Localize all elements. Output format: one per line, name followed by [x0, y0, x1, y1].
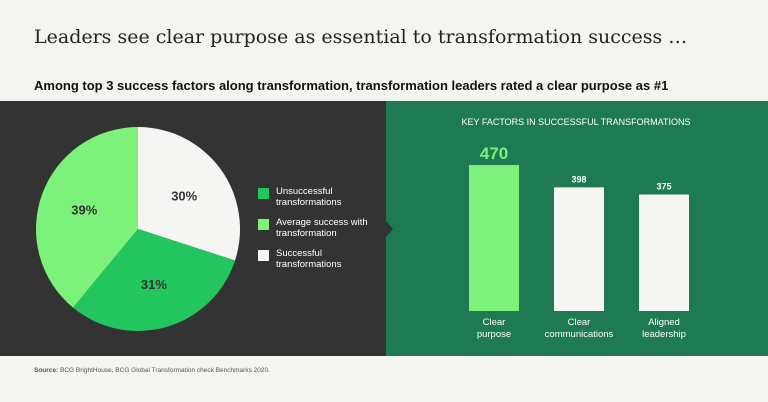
bar-category-aligned-leadership: Aligned leadership [642, 317, 686, 340]
bar-value-clear-purpose: 470 [480, 144, 508, 163]
bar-value-aligned-leadership: 375 [656, 182, 671, 192]
bar-chart-title: KEY FACTORS IN SUCCESSFUL TRANSFORMATION… [461, 117, 690, 127]
bar-clear-communications [554, 187, 604, 311]
bar-aligned-leadership [639, 195, 689, 311]
bar-clear-purpose [469, 165, 519, 311]
bar-category-clear-communications: Clear communications [545, 317, 614, 340]
bar-value-clear-communications: 398 [571, 174, 586, 184]
bar-category-clear-purpose: Clear purpose [477, 317, 511, 340]
source-note: Source: BCG BrightHouse, BCG Global Tran… [34, 367, 270, 374]
source-text: BCG BrightHouse, BCG Global Transformati… [60, 367, 270, 374]
source-label: Source: [34, 367, 58, 374]
